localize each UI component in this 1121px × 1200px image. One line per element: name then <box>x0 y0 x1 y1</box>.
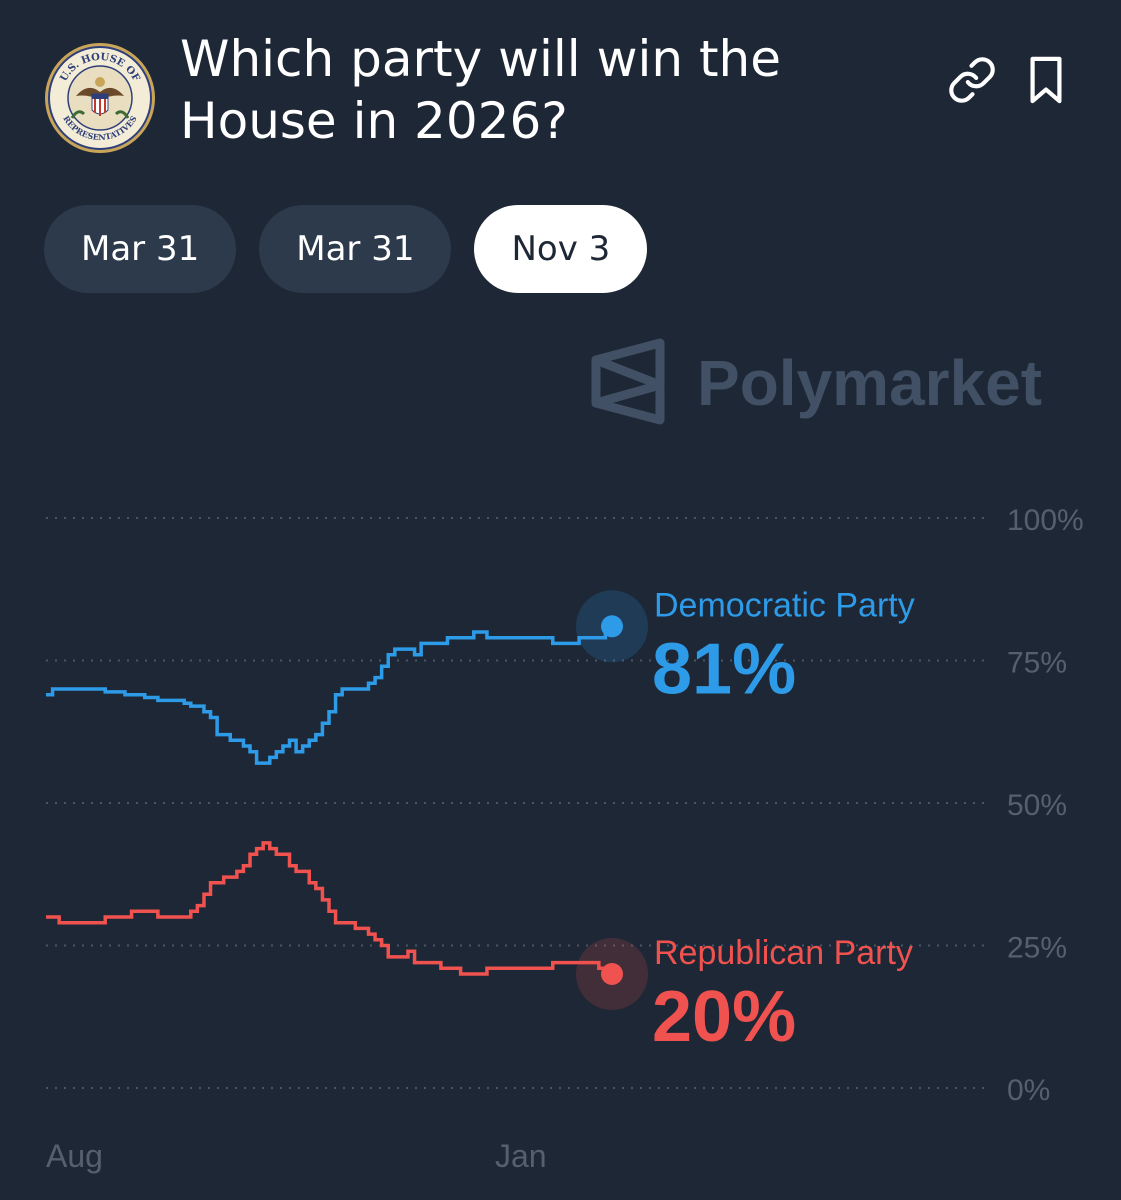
series-end-markers <box>576 590 648 1010</box>
x-tick-label: Aug <box>46 1138 103 1174</box>
x-axis-labels: Aug Jan <box>46 1138 547 1174</box>
series-line-democratic <box>46 626 614 765</box>
tab-mar-31-b[interactable]: Mar 31 <box>259 205 452 293</box>
series-lines <box>46 626 614 976</box>
series-line-republican <box>46 841 614 976</box>
y-tick-label: 100% <box>1007 504 1084 537</box>
link-icon <box>949 57 995 103</box>
series-value-label: 20% <box>652 977 796 1057</box>
polymarket-watermark: Polymarket <box>591 338 1042 425</box>
end-marker-dot <box>601 963 623 985</box>
end-marker-dot <box>601 615 623 638</box>
copy-link-button[interactable] <box>944 52 1000 108</box>
x-tick-label: Jan <box>495 1138 547 1174</box>
y-tick-label: 25% <box>1007 932 1067 965</box>
page-title: Which party will win the House in 2026? <box>180 30 782 150</box>
bookmark-button[interactable] <box>1018 52 1074 108</box>
polymarket-logo-icon <box>591 338 665 425</box>
series-value-label: 81% <box>652 629 796 709</box>
date-tabs: Mar 31 Mar 31 Nov 3 <box>44 205 648 293</box>
y-tick-label: 75% <box>1007 647 1067 680</box>
series-name-label: Republican Party <box>654 934 913 972</box>
y-tick-label: 0% <box>1007 1074 1050 1107</box>
series-name-label: Democratic Party <box>654 586 915 624</box>
probability-chart: Polymarket 100% 75% 50% 25% 0% Aug Jan Democr… <box>46 338 1084 1174</box>
tab-mar-31-a[interactable]: Mar 31 <box>44 205 237 293</box>
series-annotations: Democratic Party 81% Republican Party 20% <box>652 586 915 1057</box>
y-axis-labels: 100% 75% 50% 25% 0% <box>1007 504 1084 1107</box>
y-tick-label: 50% <box>1007 789 1067 822</box>
chart-grid <box>46 517 985 1089</box>
tab-nov-3[interactable]: Nov 3 <box>474 205 648 293</box>
watermark-text: Polymarket <box>697 347 1042 419</box>
house-seal-logo: U.S. HOUSE OF REPRESENTATIVES <box>44 42 156 154</box>
bookmark-icon <box>1030 56 1062 104</box>
